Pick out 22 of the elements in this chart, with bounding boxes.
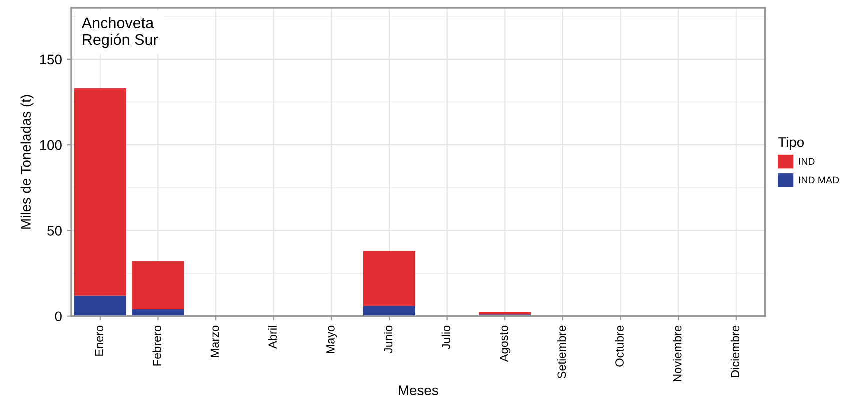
x-tick-label: Diciembre	[730, 326, 740, 378]
x-tick-label: Julio	[442, 326, 450, 350]
x-tick-label: Setiembre	[557, 326, 566, 379]
y-tick-label: 50	[48, 226, 62, 236]
legend-title: Tipo	[778, 137, 804, 150]
y-tick-label: 150	[40, 54, 62, 65]
x-tick-label: Junio	[384, 326, 393, 354]
x-tick-label: Febrero	[152, 326, 162, 366]
x-axis-title: Meses	[399, 386, 438, 396]
x-tick-label: Marzo	[210, 326, 220, 358]
x-tick-label: Agosto	[500, 326, 511, 362]
annotation: Anchoveta Región Sur	[82, 17, 158, 48]
x-tick-label: Mayo	[326, 326, 338, 354]
legend-label: IND	[799, 158, 815, 165]
y-tick-label: 0	[55, 312, 62, 322]
legend-label: IND MAD	[799, 176, 840, 184]
x-tick-label: Noviembre	[673, 326, 682, 382]
x-tick-label: Enero	[95, 326, 104, 356]
x-tick-label: Abril	[268, 326, 278, 349]
y-axis-title: Miles de Toneladas (t)	[20, 95, 34, 229]
y-tick-label: 100	[40, 140, 62, 150]
x-tick-label: Octubre	[615, 326, 624, 367]
